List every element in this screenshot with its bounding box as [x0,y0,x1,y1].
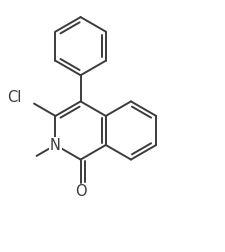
Text: Cl: Cl [7,89,22,105]
Text: O: O [75,184,86,200]
Text: N: N [50,138,61,152]
